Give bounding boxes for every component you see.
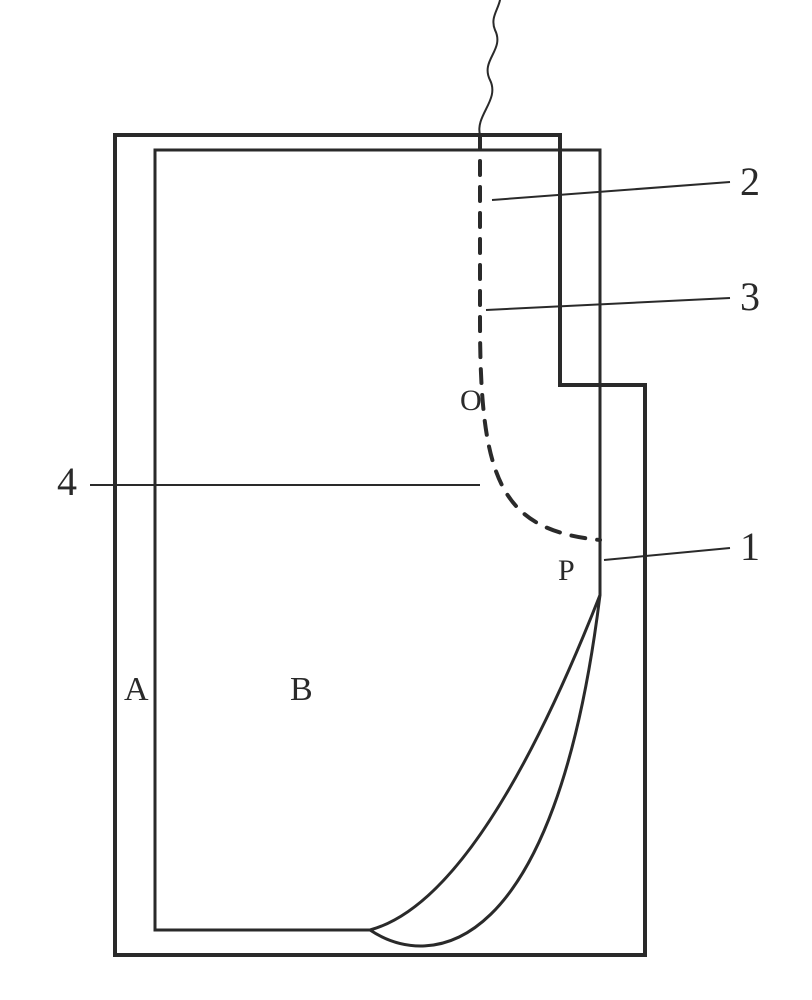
- label-B: B: [290, 671, 313, 708]
- inner-layer-outline: [155, 150, 600, 946]
- label-num1: 1: [740, 524, 760, 569]
- outer-outline: [115, 135, 645, 955]
- label-P: P: [558, 554, 575, 587]
- label-O: O: [460, 384, 482, 417]
- thread-line: [479, 0, 500, 135]
- label-A: A: [124, 671, 149, 708]
- label-num3: 3: [740, 274, 760, 319]
- leader-l1: [604, 548, 730, 560]
- label-num2: 2: [740, 159, 760, 204]
- leader-l2: [492, 182, 730, 200]
- leader-l3: [486, 298, 730, 310]
- label-num4: 4: [57, 459, 77, 504]
- pattern-diagram: A B O P 1 2 3 4: [0, 0, 812, 1000]
- page-curl-inner: [370, 595, 600, 930]
